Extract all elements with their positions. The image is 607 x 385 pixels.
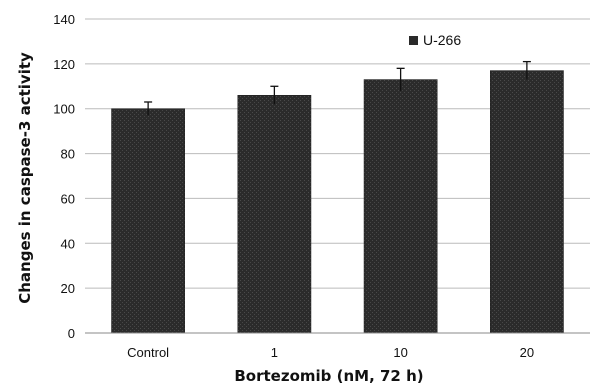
- legend-swatch: [409, 36, 418, 45]
- y-tick-label: 80: [61, 147, 75, 162]
- y-tick-label: 40: [61, 236, 75, 251]
- y-axis-title: Changes in caspase-3 activity: [16, 52, 34, 304]
- legend-label: U-266: [423, 32, 461, 48]
- bar: [490, 70, 564, 334]
- x-tick-label: Control: [127, 345, 169, 360]
- x-axis-title: Bortezomib (nM, 72 h): [234, 367, 423, 385]
- y-tick-label: 20: [61, 281, 75, 296]
- y-tick-label: 0: [68, 326, 75, 341]
- y-tick-label: 60: [61, 191, 75, 206]
- error-bars: [144, 60, 531, 116]
- legend: U-266: [409, 32, 461, 48]
- bars: [111, 70, 564, 334]
- x-tick-label: 1: [271, 345, 278, 360]
- y-axis-ticks: 0 20 40 60 80 100 120 140: [53, 12, 75, 341]
- bar: [363, 79, 438, 334]
- x-tick-label: 10: [393, 345, 407, 360]
- bar: [111, 108, 185, 334]
- y-tick-label: 100: [53, 102, 75, 117]
- y-tick-label: 140: [53, 12, 75, 27]
- y-tick-label: 120: [53, 57, 75, 72]
- x-axis-ticks: Control 1 10 20: [127, 345, 534, 360]
- x-tick-label: 20: [520, 345, 534, 360]
- bar: [237, 95, 312, 334]
